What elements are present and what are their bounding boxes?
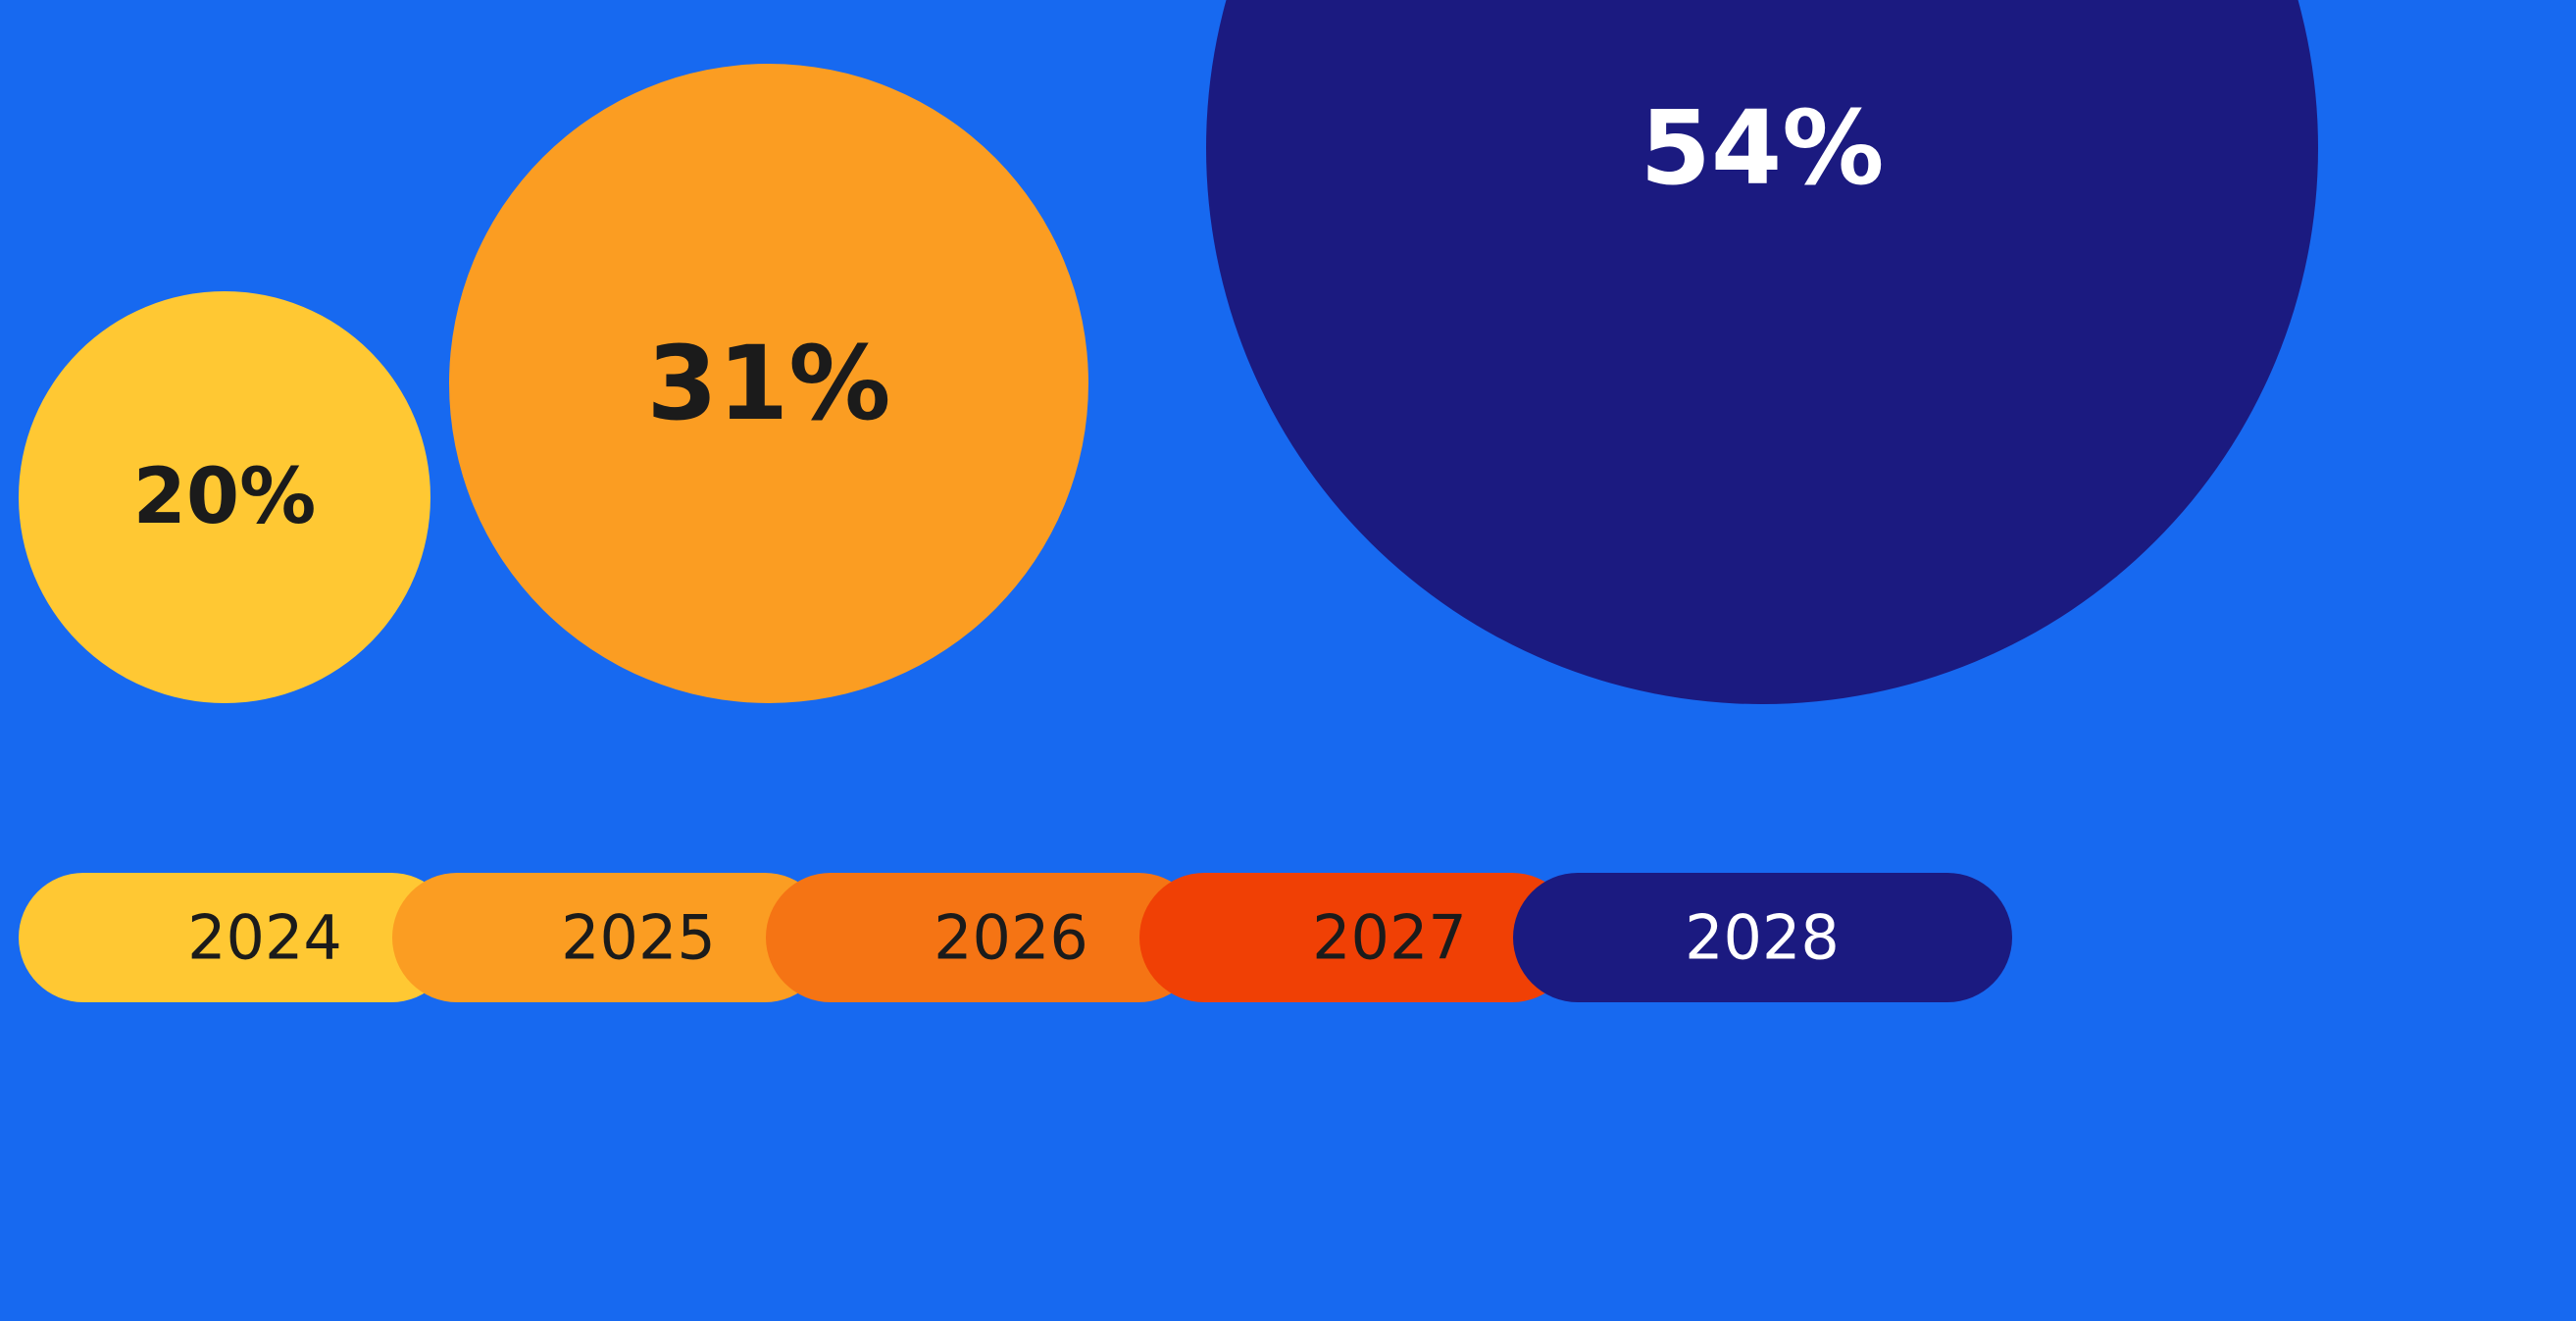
bubble-3 bbox=[1206, 0, 2318, 704]
timeline-segment-2026 bbox=[766, 873, 1203, 1002]
bubble-2 bbox=[449, 64, 1088, 703]
timeline-segment-2028 bbox=[1513, 873, 2012, 1002]
timeline-label-2028: 2028 bbox=[1685, 902, 1840, 974]
timeline-label-2024: 2024 bbox=[187, 902, 342, 974]
timeline-group: 2024 2025 2026 2027 2028 bbox=[19, 873, 2012, 1002]
bubble-group: 20% 31% 54% bbox=[19, 0, 2318, 704]
bubble-1 bbox=[19, 291, 430, 703]
timeline-segment-2027 bbox=[1139, 873, 1577, 1002]
timeline-segment-2024 bbox=[19, 873, 456, 1002]
timeline-segment-2025 bbox=[392, 873, 830, 1002]
timeline-label-2026: 2026 bbox=[934, 902, 1088, 974]
bubble-label-2: 31% bbox=[647, 324, 891, 443]
bubble-label-1: 20% bbox=[133, 453, 317, 541]
timeline-label-2025: 2025 bbox=[561, 902, 716, 974]
bubble-label-3: 54% bbox=[1641, 88, 1885, 208]
timeline-label-2027: 2027 bbox=[1312, 902, 1467, 974]
